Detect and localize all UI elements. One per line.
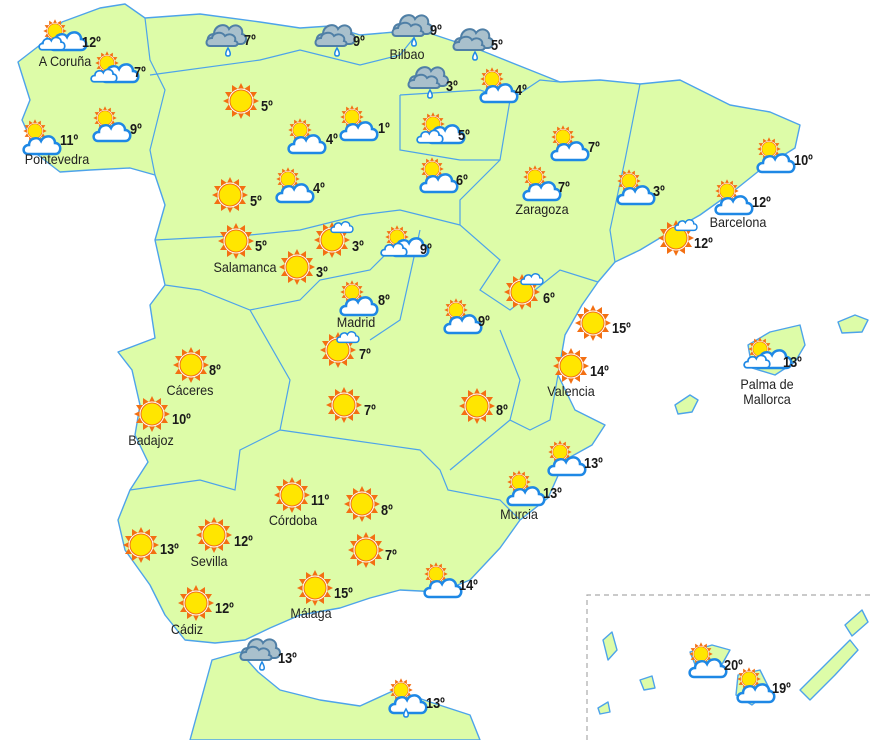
- temperature-label: 13º: [426, 695, 445, 712]
- temperature-label: 7º: [385, 547, 397, 564]
- temperature-label: 3º: [653, 183, 665, 200]
- temperature-label: 15º: [334, 585, 353, 602]
- menorca-island: [837, 314, 869, 334]
- temperature-label: 5º: [250, 193, 262, 210]
- temperature-label: 13º: [160, 541, 179, 558]
- temperature-label: 13º: [584, 455, 603, 472]
- temperature-label: 11º: [60, 132, 79, 149]
- city-label: Murcia: [500, 506, 538, 522]
- temperature-label: 7º: [244, 32, 256, 49]
- temperature-label: 3º: [316, 264, 328, 281]
- ibiza-island: [674, 394, 699, 415]
- temperature-label: 10º: [794, 152, 813, 169]
- temperature-label: 5º: [458, 127, 470, 144]
- temperature-label: 5º: [261, 98, 273, 115]
- temperature-label: 4º: [326, 131, 338, 148]
- temperature-label: 9º: [130, 121, 142, 138]
- temperature-label: 9º: [420, 241, 432, 258]
- temperature-label: 12º: [215, 600, 234, 617]
- city-label: Valencia: [547, 383, 595, 399]
- temperature-label: 12º: [234, 533, 253, 550]
- temperature-label: 7º: [588, 139, 600, 156]
- city-label: Madrid: [336, 314, 376, 330]
- temperature-label: 5º: [255, 238, 267, 255]
- city-label: Palma de Mallorca: [740, 376, 794, 407]
- temperature-label: 7º: [558, 179, 570, 196]
- city-label: Bilbao: [389, 46, 425, 62]
- temperature-label: 12º: [752, 194, 771, 211]
- canary-island-lapalma: [602, 631, 618, 661]
- temperature-label: 3º: [352, 238, 364, 255]
- city-label: Córdoba: [268, 512, 318, 528]
- city-label: Sevilla: [190, 553, 228, 569]
- temperature-label: 6º: [456, 172, 468, 189]
- temperature-label: 8º: [378, 292, 390, 309]
- city-label: Cádiz: [170, 621, 204, 637]
- temperature-label: 3º: [446, 78, 458, 95]
- temperature-label: 7º: [134, 64, 146, 81]
- city-label: Zaragoza: [515, 201, 569, 217]
- temperature-label: 7º: [359, 346, 371, 363]
- city-label: Pontevedra: [24, 151, 90, 167]
- temperature-label: 8º: [209, 362, 221, 379]
- city-label: Barcelona: [709, 214, 767, 230]
- temperature-label: 9º: [353, 33, 365, 50]
- city-label: Cáceres: [166, 382, 214, 398]
- north-africa-land: [189, 651, 481, 740]
- canary-island-gomera: [639, 675, 656, 691]
- canary-island-lanzarote: [844, 609, 869, 637]
- temperature-label: 4º: [313, 180, 325, 197]
- temperature-label: 13º: [543, 485, 562, 502]
- city-label: A Coruña: [38, 53, 92, 69]
- temperature-label: 12º: [694, 235, 713, 252]
- temperature-label: 12º: [82, 34, 101, 51]
- temperature-label: 14º: [590, 363, 609, 380]
- temperature-label: 13º: [278, 650, 297, 667]
- temperature-label: 4º: [515, 82, 527, 99]
- temperature-label: 5º: [491, 37, 503, 54]
- canary-island-fuerteventura: [799, 639, 859, 701]
- canary-inset-frame: [586, 594, 872, 740]
- temperature-label: 19º: [772, 680, 791, 697]
- canary-island-hierro: [597, 701, 611, 715]
- city-label: Badajoz: [128, 432, 174, 448]
- temperature-label: 8º: [496, 402, 508, 419]
- temperature-label: 7º: [364, 402, 376, 419]
- temperature-label: 15º: [612, 320, 631, 337]
- temperature-label: 13º: [783, 354, 802, 371]
- city-label: Salamanca: [213, 259, 277, 275]
- temperature-label: 1º: [378, 120, 390, 137]
- temperature-label: 8º: [381, 502, 393, 519]
- city-label: Málaga: [290, 605, 332, 621]
- temperature-label: 9º: [478, 313, 490, 330]
- temperature-label: 20º: [724, 657, 743, 674]
- temperature-label: 6º: [543, 290, 555, 307]
- temperature-label: 10º: [172, 411, 191, 428]
- temperature-label: 9º: [430, 22, 442, 39]
- sun-weather-icon: [575, 305, 611, 341]
- temperature-label: 11º: [311, 492, 330, 509]
- temperature-label: 14º: [459, 577, 478, 594]
